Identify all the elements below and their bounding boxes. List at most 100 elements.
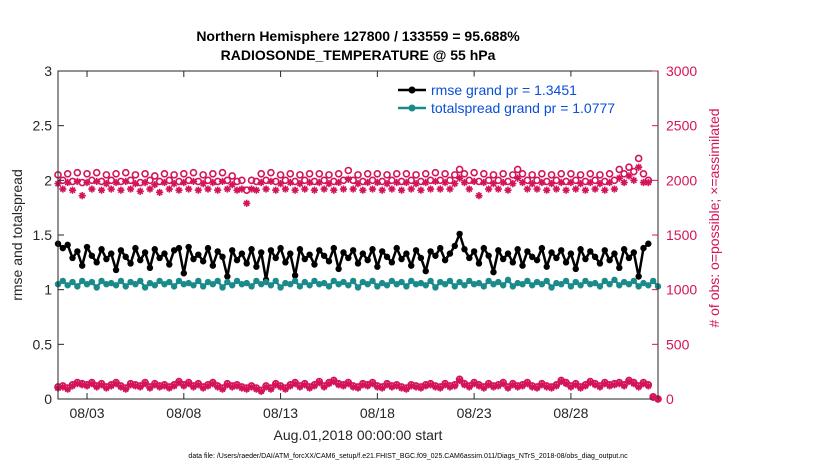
possible_obs-point <box>557 169 566 178</box>
assimilated_obs_low-point <box>97 381 106 389</box>
possible_obs-point <box>305 169 314 178</box>
assimilated_obs_low-point <box>156 383 164 391</box>
assimilated_obs-point <box>533 185 541 193</box>
assimilated_obs_low-point <box>639 380 648 388</box>
assimilated_obs_low-point <box>431 383 440 391</box>
possible_obs-point <box>160 169 169 178</box>
totalspread-point <box>524 277 531 285</box>
rmse-point <box>543 263 550 270</box>
rmse-point <box>190 255 197 263</box>
assimilated_obs-point <box>238 185 246 193</box>
totalspread-point <box>572 278 579 286</box>
assimilated_obs-point <box>180 178 188 187</box>
assimilated_obs-point <box>451 180 459 188</box>
totalspread-point <box>175 277 183 285</box>
assimilated_obs_low-point <box>620 382 628 390</box>
x-tick-label: 08/18 <box>360 405 395 421</box>
assimilated_obs-point <box>514 174 522 182</box>
totalspread-point <box>146 279 154 287</box>
assimilated_obs-point <box>383 180 391 188</box>
assimilated_obs_low-point <box>552 382 560 390</box>
totalspread-point <box>122 283 129 290</box>
totalspread-point <box>224 278 231 286</box>
assimilated_obs-point <box>141 178 149 187</box>
assimilated_obs_low-point <box>262 383 270 391</box>
assimilated_obs_low-point <box>436 384 444 392</box>
assimilated_obs_low-point <box>73 380 81 388</box>
assimilated_obs_low-point <box>528 383 536 391</box>
assimilated_obs-point <box>586 178 594 187</box>
y-right-tick-label: 1500 <box>666 227 697 243</box>
totalspread-point <box>451 283 458 290</box>
rmse-point <box>122 253 129 261</box>
rmse-point <box>141 249 149 256</box>
rmse-point <box>635 273 642 280</box>
rmse-point <box>359 250 367 257</box>
x-tick-label: 08/13 <box>263 405 298 421</box>
rmse-point <box>388 259 396 266</box>
rmse-point <box>306 251 313 258</box>
assimilated_obs-point <box>489 180 498 188</box>
assimilated_obs_low-point <box>383 381 391 389</box>
assimilated_obs-point <box>233 186 241 194</box>
y-left-tick-label: 0 <box>44 391 52 407</box>
totalspread-point <box>470 281 478 288</box>
possible_obs-point <box>83 169 91 178</box>
rmse-point <box>499 255 507 263</box>
rmse-point <box>335 265 342 273</box>
assimilated_obs_low-point <box>175 379 183 387</box>
rmse-point <box>170 247 178 254</box>
assimilated_obs_low-point <box>107 382 115 390</box>
rmse-point <box>175 244 183 252</box>
y-left-tick-label: 1.5 <box>33 227 53 243</box>
totalspread-point <box>480 283 488 290</box>
rmse-point <box>611 250 618 257</box>
possible_obs-point <box>576 171 585 179</box>
rmse-point <box>364 256 371 264</box>
totalspread-point <box>587 281 594 288</box>
assimilated_obs_low-point <box>523 380 531 388</box>
assimilated_obs_low-point <box>141 380 149 388</box>
assimilated_obs_low-point <box>601 380 609 388</box>
totalspread-point <box>311 277 318 285</box>
assimilated_obs-point <box>286 178 294 187</box>
assimilated_obs_low-point <box>596 383 604 391</box>
assimilated_obs-point <box>301 185 309 193</box>
assimilated_obs-point <box>315 178 323 187</box>
totalspread-point <box>238 281 246 288</box>
totalspread-point <box>316 281 323 288</box>
possible_obs-point <box>257 169 266 178</box>
rmse-point <box>287 250 294 257</box>
rmse-point <box>74 248 81 255</box>
assimilated_obs-point <box>615 174 623 182</box>
assimilated_obs_low-point <box>397 384 406 392</box>
assimilated_obs_low-point <box>83 382 91 390</box>
rmse-point <box>320 252 328 259</box>
y-left-tick-label: 3 <box>44 63 52 79</box>
totalspread-point <box>514 279 521 287</box>
assimilated_obs-point <box>465 185 473 193</box>
assimilated_obs-point <box>306 178 314 187</box>
possible_obs-point <box>73 168 82 177</box>
totalspread-point <box>640 279 647 287</box>
assimilated_obs_low-point <box>170 382 178 390</box>
totalspread-point <box>417 279 425 287</box>
rmse-point <box>325 258 333 265</box>
assimilated_obs-point <box>431 177 440 186</box>
totalspread-point <box>253 277 260 285</box>
possible_obs-point <box>363 169 372 178</box>
y-axis-right: 0 500 1000 1500 2000 2500 3000 <box>652 63 697 407</box>
possible_obs-point <box>170 171 178 179</box>
possible_obs-point <box>334 169 343 178</box>
assimilated_obs-point <box>160 178 169 187</box>
rmse-point <box>224 273 231 280</box>
rmse-point <box>369 246 376 253</box>
totalspread-point <box>117 277 125 285</box>
totalspread-point <box>108 279 115 287</box>
assimilated_obs_low-point <box>373 383 381 391</box>
totalspread-point <box>591 279 599 287</box>
assimilated_obs-point <box>388 185 396 193</box>
totalspread-point <box>509 283 517 290</box>
possible_obs-point <box>634 154 643 163</box>
